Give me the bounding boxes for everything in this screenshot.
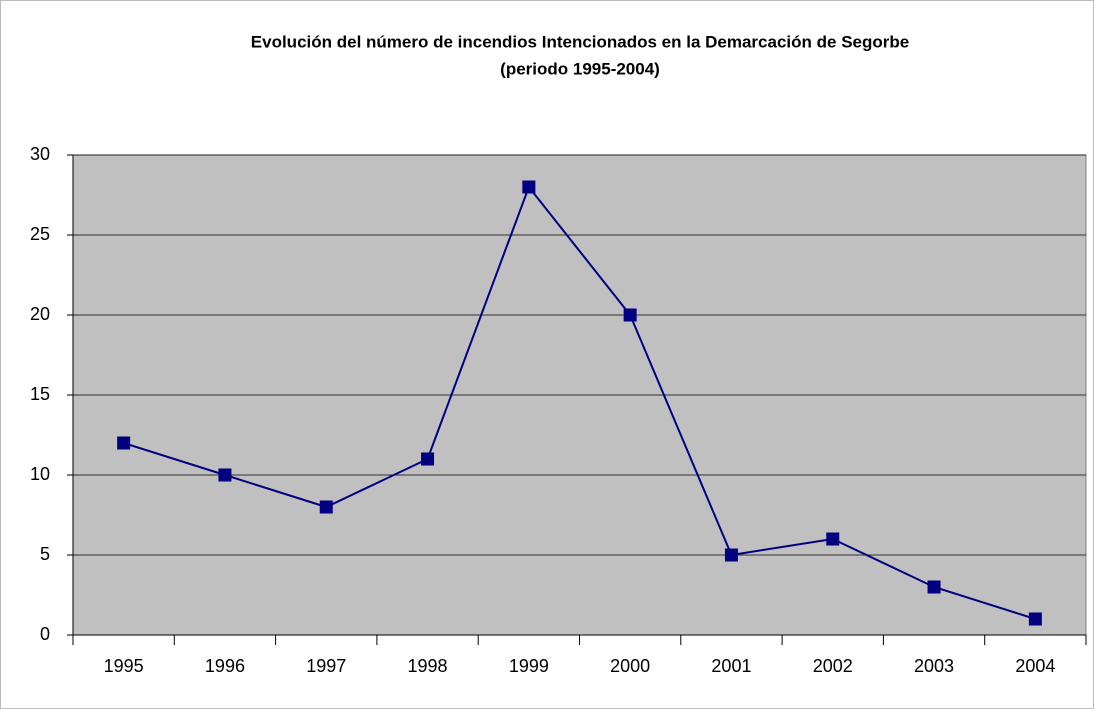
- y-tick-label: 10: [30, 464, 50, 484]
- data-marker: [826, 532, 840, 546]
- x-tick-label: 1997: [306, 656, 346, 676]
- x-tick-label: 2000: [610, 656, 650, 676]
- x-tick-label: 1995: [104, 656, 144, 676]
- y-tick-label: 0: [40, 624, 50, 644]
- chart-subtitle: (periodo 1995-2004): [500, 59, 660, 78]
- chart-title: Evolución del número de incendios Intenc…: [251, 32, 909, 51]
- data-marker: [421, 452, 435, 466]
- x-tick-label: 1996: [205, 656, 245, 676]
- data-marker: [1028, 612, 1042, 626]
- data-marker: [117, 436, 131, 450]
- y-tick-label: 30: [30, 144, 50, 164]
- data-marker: [218, 468, 232, 482]
- x-tick-label: 2002: [813, 656, 853, 676]
- data-marker: [522, 180, 536, 194]
- x-tick-label: 2004: [1015, 656, 1055, 676]
- data-line: [123, 184, 1036, 620]
- data-marker: [319, 500, 333, 514]
- y-tick-label: 5: [40, 544, 50, 564]
- data-marker: [724, 548, 738, 562]
- x-tick-label: 1999: [509, 656, 549, 676]
- x-tick-label: 1998: [408, 656, 448, 676]
- y-tick-label: 15: [30, 384, 50, 404]
- y-tick-label: 25: [30, 224, 50, 244]
- data-marker: [927, 580, 941, 594]
- y-tick-label: 20: [30, 304, 50, 324]
- data-marker: [623, 308, 637, 322]
- x-tick-label: 2003: [914, 656, 954, 676]
- x-tick-label: 2001: [711, 656, 751, 676]
